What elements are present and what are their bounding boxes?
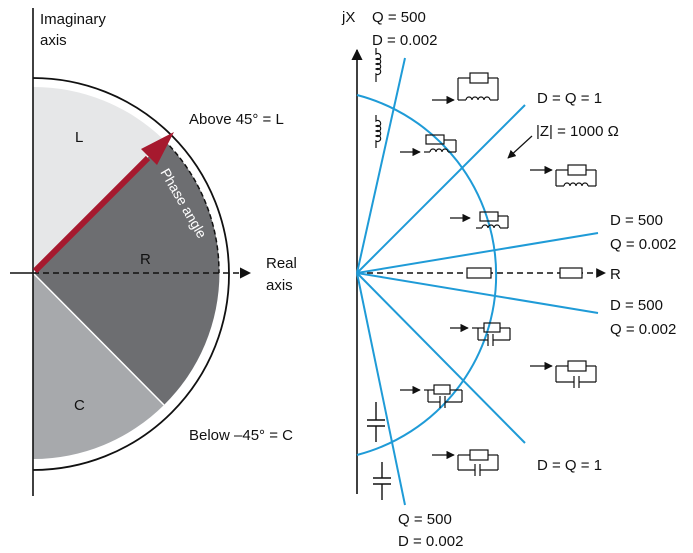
line-q500-top <box>356 57 406 274</box>
line-q500-bottom <box>356 272 406 506</box>
line-d500-up <box>356 232 599 274</box>
boundary-minus45-line <box>32 272 165 406</box>
dq1-bottom-label: D = Q = 1 <box>537 457 602 474</box>
line-dq1-bottom <box>356 272 526 444</box>
d500-down-d-label: D = 500 <box>610 297 663 314</box>
circuit-rc-right-icon <box>530 360 597 388</box>
below-minus45-label: Below –45° = C <box>189 427 293 444</box>
inductor-symbol-mid <box>374 115 382 148</box>
d500-down-q-label: Q = 0.002 <box>610 321 676 338</box>
region-label-l: L <box>75 129 83 146</box>
outer-arc <box>32 77 230 471</box>
magnitude-label: |Z| = 1000 Ω <box>536 123 619 140</box>
r-axis-label: R <box>610 266 621 283</box>
dq1-top-label: D = Q = 1 <box>537 90 602 107</box>
q500-top-d-label: D = 0.002 <box>372 32 437 49</box>
capacitive-region <box>33 273 164 459</box>
q500-top-q-label: Q = 500 <box>372 9 426 26</box>
jx-axis-label: jX <box>341 9 355 26</box>
phase-arrow-shaft <box>32 155 151 274</box>
left-phase-diagram: Imaginary axis Real axis L R C Above 45°… <box>10 8 297 496</box>
imaginary-axis-label-2: axis <box>40 32 67 49</box>
right-impedance-diagram: jX R |Z| = 1000 Ω Q = 500 D = 0.002 D = … <box>341 9 676 550</box>
circuit-rc-bottom-icon <box>432 449 499 476</box>
circuit-rl-parallel-top-icon <box>432 72 499 105</box>
line-dq1-top <box>356 104 526 274</box>
imaginary-axis-label-1: Imaginary <box>40 11 106 28</box>
magnitude-arc <box>356 94 498 456</box>
magnitude-pointer <box>507 135 533 159</box>
above-45-label: Above 45° = L <box>189 111 284 128</box>
d500-up-d-label: D = 500 <box>610 212 663 229</box>
phase-arrow-head <box>141 132 174 165</box>
real-axis-label-2: axis <box>266 277 293 294</box>
capacitor-symbol-upper <box>367 402 385 442</box>
region-label-r: R <box>140 251 151 268</box>
circuit-rl-right-icon <box>530 164 597 187</box>
circuit-rc-upper-icon <box>450 322 511 346</box>
real-axis-label-1: Real <box>266 255 297 272</box>
line-d500-down <box>356 272 599 314</box>
resistor-on-axis-icon <box>466 267 583 279</box>
d500-up-q-label: Q = 0.002 <box>610 236 676 253</box>
circuit-rl-lower-icon <box>450 211 509 229</box>
region-label-c: C <box>74 397 85 414</box>
q500-bottom-d-label: D = 0.002 <box>398 533 463 550</box>
phase-angle-arc <box>163 139 220 274</box>
circuit-rc-lower-icon <box>400 384 463 408</box>
circuit-rl-series-mid-icon <box>400 134 457 157</box>
inductive-region <box>33 86 164 273</box>
q500-bottom-q-label: Q = 500 <box>398 511 452 528</box>
inductor-symbol-top <box>374 48 382 82</box>
capacitor-symbol-lower <box>373 462 391 500</box>
